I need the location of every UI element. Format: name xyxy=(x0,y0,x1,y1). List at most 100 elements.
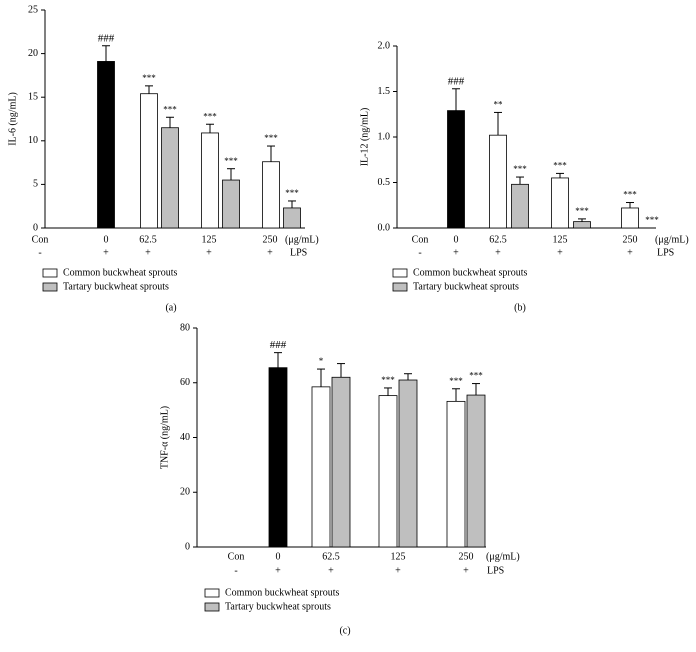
x-unit: (μg/mL) xyxy=(486,551,520,562)
x-tick-label: 62.5 xyxy=(489,234,507,245)
legend-label: Common buckwheat sprouts xyxy=(225,587,340,598)
panel-label: (b) xyxy=(514,302,526,313)
legend-swatch xyxy=(204,588,220,598)
significance: *** xyxy=(142,73,156,83)
lps-label: + xyxy=(395,565,401,576)
legend-label: Tartary buckwheat sprouts xyxy=(63,281,169,292)
x-tick-label: 0 xyxy=(276,551,281,562)
bar xyxy=(161,127,179,229)
bar xyxy=(378,395,398,548)
significance: *** xyxy=(645,215,659,225)
bar xyxy=(489,134,507,229)
x-tick-label: 125 xyxy=(391,551,406,562)
lps-title: LPS xyxy=(487,565,504,576)
significance: ### xyxy=(98,32,115,44)
significance: *** xyxy=(163,104,177,114)
y-axis-label: IL-12 (ng/mL) xyxy=(359,108,370,167)
significance: *** xyxy=(381,375,395,385)
significance: *** xyxy=(623,190,637,200)
bar xyxy=(140,93,158,229)
bar xyxy=(283,207,301,229)
y-tick-label: 0.5 xyxy=(378,177,391,188)
y-tick-label: 25 xyxy=(28,4,38,15)
bar xyxy=(398,379,418,548)
x-tick-label: 125 xyxy=(553,234,568,245)
legend-swatch xyxy=(42,282,58,292)
significance: *** xyxy=(203,111,217,121)
y-tick-label: 1.0 xyxy=(378,131,391,142)
bar xyxy=(446,400,466,548)
x-tick-label: Con xyxy=(228,551,245,562)
y-tick-label: 10 xyxy=(28,135,38,146)
x-tick-label: 250 xyxy=(263,234,278,245)
panel-label: (c) xyxy=(339,625,350,636)
lps-label: + xyxy=(328,565,334,576)
significance: *** xyxy=(449,376,463,386)
lps-title: LPS xyxy=(290,247,307,258)
significance: * xyxy=(319,356,324,366)
bar xyxy=(621,207,639,229)
lps-label: - xyxy=(418,247,421,258)
x-unit: (μg/mL) xyxy=(285,234,319,245)
significance: ** xyxy=(494,99,504,109)
y-axis-label: IL-6 (ng/mL) xyxy=(7,92,18,146)
significance: *** xyxy=(224,156,238,166)
x-tick-label: 250 xyxy=(459,551,474,562)
bar xyxy=(311,386,331,548)
y-tick-label: 1.5 xyxy=(378,86,391,97)
bar xyxy=(201,132,219,229)
lps-label: - xyxy=(38,247,41,258)
y-tick-label: 2.0 xyxy=(378,40,391,51)
significance: *** xyxy=(513,164,527,174)
panel-label: (a) xyxy=(165,302,176,313)
y-axis-label: TNF-α (ng/mL) xyxy=(159,406,170,469)
x-tick-label: 62.5 xyxy=(322,551,340,562)
x-tick-label: Con xyxy=(412,234,429,245)
bar xyxy=(222,179,240,229)
lps-label: + xyxy=(453,247,459,258)
lps-label: + xyxy=(275,565,281,576)
x-tick-label: 62.5 xyxy=(139,234,157,245)
lps-label: + xyxy=(103,247,109,258)
bar xyxy=(268,367,288,548)
significance: *** xyxy=(285,188,299,198)
y-tick-label: 0 xyxy=(33,222,38,233)
y-tick-label: 80 xyxy=(180,322,190,333)
y-tick-label: 20 xyxy=(180,487,190,498)
x-tick-label: 250 xyxy=(623,234,638,245)
significance: *** xyxy=(553,160,567,170)
lps-label: + xyxy=(557,247,563,258)
y-tick-label: 20 xyxy=(28,48,38,59)
legend-swatch xyxy=(392,282,408,292)
y-tick-label: 5 xyxy=(33,179,38,190)
bar xyxy=(262,161,280,229)
legend-swatch xyxy=(392,268,408,278)
legend-label: Common buckwheat sprouts xyxy=(413,267,528,278)
x-tick-label: 125 xyxy=(202,234,217,245)
bar xyxy=(573,221,591,229)
legend-label: Tartary buckwheat sprouts xyxy=(413,281,519,292)
significance: ### xyxy=(270,339,287,351)
lps-label: + xyxy=(145,247,151,258)
significance: *** xyxy=(575,206,589,216)
bar xyxy=(466,394,486,548)
x-tick-label: Con xyxy=(32,234,49,245)
y-tick-label: 40 xyxy=(180,432,190,443)
y-tick-label: 0 xyxy=(185,541,190,552)
significance: *** xyxy=(469,371,483,381)
legend-swatch xyxy=(204,602,220,612)
x-unit: (μg/mL) xyxy=(655,234,689,245)
lps-label: + xyxy=(463,565,469,576)
legend-label: Common buckwheat sprouts xyxy=(63,267,178,278)
lps-title: LPS xyxy=(657,247,674,258)
y-tick-label: 60 xyxy=(180,377,190,388)
y-tick-label: 15 xyxy=(28,91,38,102)
significance: *** xyxy=(264,133,278,143)
bar xyxy=(551,177,569,229)
significance: ### xyxy=(448,75,465,87)
lps-label: + xyxy=(267,247,273,258)
legend-label: Tartary buckwheat sprouts xyxy=(225,601,331,612)
bar xyxy=(447,110,465,229)
lps-label: - xyxy=(234,565,237,576)
